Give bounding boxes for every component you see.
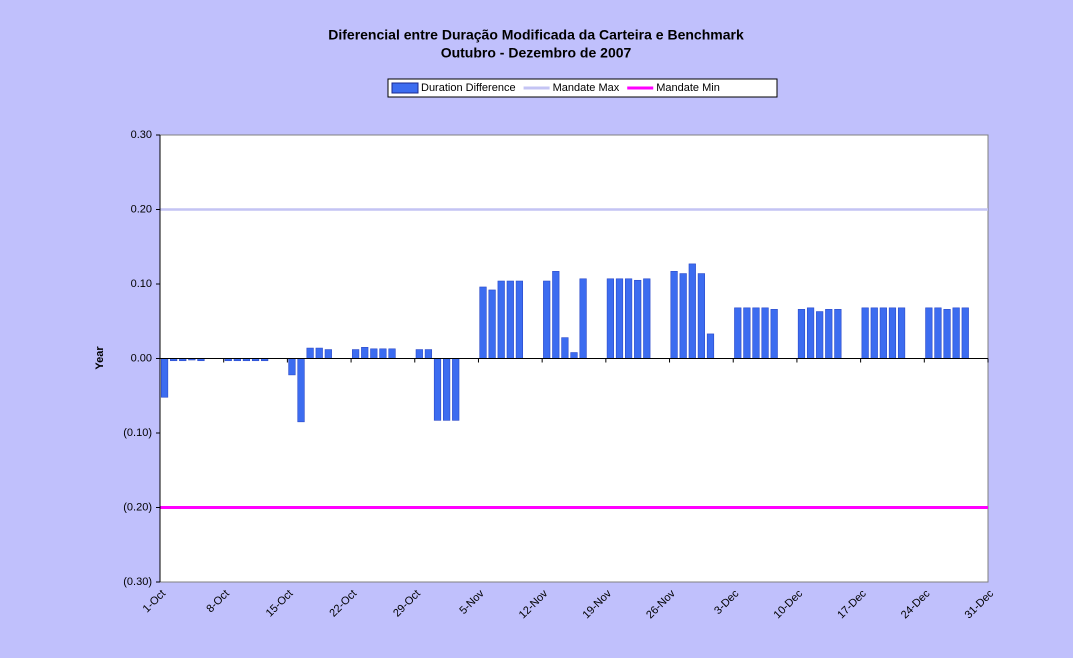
bar [561,337,569,359]
bar [752,307,760,359]
bar [506,280,514,359]
bar [879,307,887,359]
bar [570,352,578,359]
bar [606,278,614,359]
bar [315,347,323,359]
y-tick-label: 0.30 [131,129,152,141]
y-tick-label: (0.30) [123,576,152,588]
bar [433,358,442,421]
bar [352,349,360,359]
y-tick-label: (0.20) [123,501,152,513]
bar [543,280,551,359]
bar [361,347,369,359]
bar [861,307,869,359]
bar [925,307,933,359]
bar [770,309,778,359]
bar [670,271,678,359]
bar [761,307,769,359]
bar [515,280,524,359]
bar [634,279,642,359]
bar [943,309,951,359]
bar [306,347,314,359]
bar [388,348,396,359]
bar [870,307,878,359]
bar [443,358,451,421]
bar [806,307,815,359]
bar [379,348,387,359]
legend-swatch [391,82,419,94]
bar [579,278,587,359]
bar [743,307,751,359]
legend-label: Duration Difference [421,82,516,94]
bar [952,307,960,359]
bar [643,278,651,359]
bar [897,307,906,359]
chart-title: Diferencial entre Duração Modificada da … [328,27,744,43]
bar [816,311,824,359]
bar [797,309,806,359]
bar [825,309,833,359]
legend-box [387,78,778,98]
bar [679,273,687,359]
chart-subtitle: Outubro - Dezembro de 2007 [441,45,632,61]
bar [488,289,496,359]
bar [615,278,624,359]
bar [497,280,505,359]
bar [934,307,942,359]
y-tick-label: 0.20 [131,203,152,215]
plot-layer [160,208,988,509]
bar [424,349,433,359]
bar [479,286,487,359]
y-axis-label: Year [94,346,106,370]
bar [697,273,705,359]
y-tick-label: 0.00 [131,352,152,364]
bar [624,278,633,359]
bar [688,263,696,359]
bar [370,348,378,359]
y-tick-label: 0.10 [131,278,152,290]
bar [706,333,715,359]
bar [415,349,423,359]
bar [288,358,296,376]
bar [552,271,560,359]
bar [834,309,842,359]
bar [297,358,305,423]
legend-label: Mandate Max [553,82,620,94]
legend-label: Mandate Min [656,82,720,94]
bar [888,307,897,359]
bar [961,307,969,359]
bar [452,358,460,421]
bar [160,358,169,398]
bar [734,307,742,359]
bar [324,349,332,359]
y-tick-label: (0.10) [123,427,152,439]
